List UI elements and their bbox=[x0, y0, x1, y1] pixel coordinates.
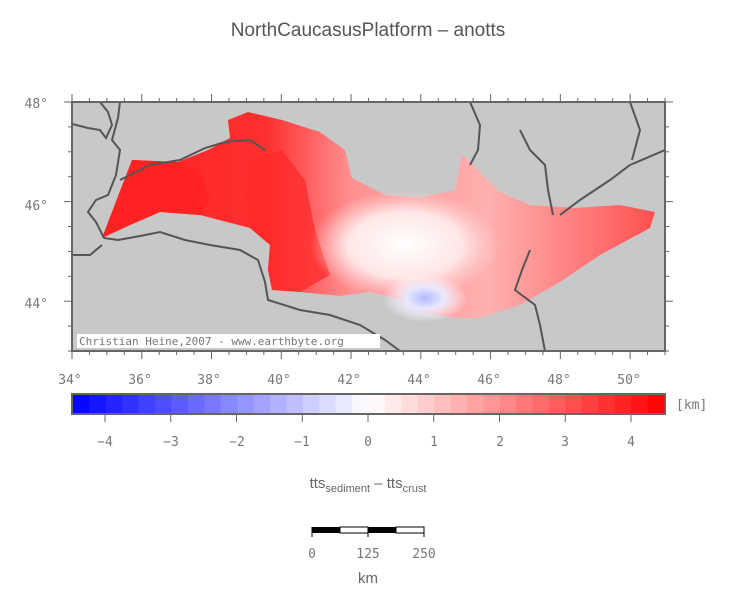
region-core-west bbox=[102, 160, 210, 238]
colorbar-step bbox=[155, 395, 172, 413]
colorbar-tick-labels: −4 −3 −2 −1 0 1 2 3 4 bbox=[97, 435, 635, 450]
colorbar-step bbox=[614, 395, 632, 413]
region-low-zone bbox=[310, 190, 500, 300]
lon-tick: 34° bbox=[58, 373, 81, 388]
colorbar-step bbox=[237, 395, 255, 413]
coastlines bbox=[72, 102, 665, 351]
colorbar-step bbox=[401, 395, 419, 413]
lon-tick: 50° bbox=[617, 373, 640, 388]
scale-tick: 125 bbox=[356, 547, 379, 562]
colorbar-step bbox=[122, 395, 140, 413]
colorbar-step bbox=[335, 395, 353, 413]
colorbar-step bbox=[549, 395, 566, 413]
colorbar-step bbox=[581, 395, 599, 413]
colorbar-step bbox=[138, 395, 156, 413]
lat-tick: 44° bbox=[25, 297, 48, 312]
colorbar-step bbox=[417, 395, 435, 413]
colorbar-tick: 0 bbox=[364, 435, 372, 450]
colorbar-step bbox=[187, 395, 205, 413]
region-negative-spot bbox=[383, 274, 467, 322]
colorbar-step bbox=[631, 395, 649, 413]
colorbar-tick: −1 bbox=[294, 435, 310, 450]
lon-tick: 36° bbox=[128, 373, 151, 388]
lon-tick: 44° bbox=[407, 373, 430, 388]
lon-tick: 42° bbox=[337, 373, 360, 388]
colorbar-step bbox=[352, 395, 369, 413]
figure-title: NorthCaucasusPlatform – anotts bbox=[231, 20, 506, 41]
region-core-central bbox=[245, 150, 330, 292]
lon-tick: 38° bbox=[197, 373, 220, 388]
lat-tick: 48° bbox=[25, 97, 48, 112]
colorbar-tick: 1 bbox=[430, 435, 438, 450]
lat-tick-labels: 48° 46° 44° bbox=[25, 97, 48, 312]
variable-label: ttssediment – ttscrust bbox=[310, 475, 427, 495]
scale-unit: km bbox=[358, 570, 378, 587]
credit-text: Christian Heine,2007 - www.earthbyte.org bbox=[79, 335, 344, 348]
lon-tick: 40° bbox=[267, 373, 290, 388]
colorbar-step bbox=[647, 395, 665, 413]
lon-tick: 46° bbox=[477, 373, 500, 388]
colorbar-step bbox=[434, 395, 452, 413]
colorbar-tick: 3 bbox=[561, 435, 569, 450]
colorbar-step bbox=[204, 395, 222, 413]
colorbar-step bbox=[73, 395, 90, 413]
scale-bar-labels: 0 125 250 bbox=[308, 547, 436, 562]
colorbar-step bbox=[450, 395, 468, 413]
lon-tick: 48° bbox=[547, 373, 570, 388]
colorbar-step bbox=[598, 395, 616, 413]
colorbar-step bbox=[319, 395, 337, 413]
colorbar-step bbox=[89, 395, 107, 413]
colorbar-step bbox=[253, 395, 271, 413]
colorbar-step bbox=[384, 395, 402, 413]
lon-tick-labels: 34° 36° 38° 40° 42° 44° 46° 48° 50° bbox=[58, 373, 640, 388]
colorbar-step bbox=[483, 395, 501, 413]
colorbar-step bbox=[499, 395, 517, 413]
lat-tick: 46° bbox=[25, 199, 48, 214]
scale-tick: 250 bbox=[412, 547, 435, 562]
colorbar-unit: [km] bbox=[676, 398, 707, 413]
colorbar-step bbox=[171, 395, 189, 413]
colorbar-step bbox=[105, 395, 123, 413]
colorbar-tick: 2 bbox=[496, 435, 504, 450]
credit-box: Christian Heine,2007 - www.earthbyte.org bbox=[77, 334, 380, 348]
map-content bbox=[72, 102, 665, 351]
colorbar-step bbox=[270, 395, 287, 413]
colorbar-tick: −3 bbox=[163, 435, 179, 450]
colorbar-step bbox=[220, 395, 238, 413]
colorbar-step bbox=[516, 395, 534, 413]
colorbar-step bbox=[302, 395, 320, 413]
colorbar-steps bbox=[73, 395, 665, 413]
colorbar-step bbox=[368, 395, 386, 413]
colorbar-tick: −2 bbox=[229, 435, 245, 450]
colorbar-step bbox=[286, 395, 304, 413]
colorbar-step bbox=[467, 395, 484, 413]
colorbar-step bbox=[565, 395, 583, 413]
scale-bar bbox=[311, 526, 425, 537]
scale-tick: 0 bbox=[308, 547, 316, 562]
frame-ticks bbox=[64, 94, 673, 359]
colorbar-tick: 4 bbox=[627, 435, 635, 450]
colorbar-tick: −4 bbox=[97, 435, 113, 450]
colorbar-step bbox=[532, 395, 550, 413]
